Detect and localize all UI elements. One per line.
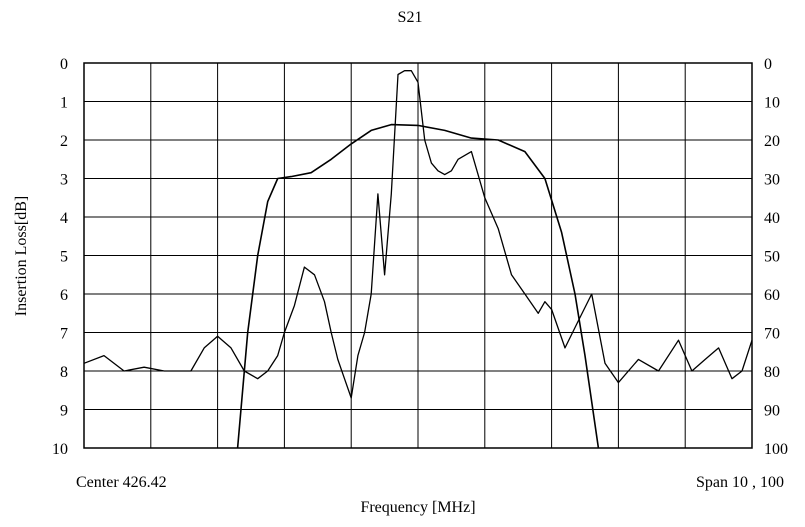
right-y-tick-label: 0 bbox=[764, 56, 772, 73]
series-line-left-axis bbox=[236, 123, 600, 449]
left-y-tick-label: 8 bbox=[60, 364, 68, 381]
right-y-tick-label: 10 bbox=[764, 95, 780, 112]
left-axis-ticks: 0 1 2 3 4 5 6 7 8 9 10 bbox=[52, 56, 68, 458]
x-axis-label: Frequency [MHz] bbox=[360, 499, 475, 516]
left-y-tick-label: 3 bbox=[60, 172, 68, 189]
right-y-tick-label: 80 bbox=[764, 364, 780, 381]
left-y-tick-label: 4 bbox=[60, 210, 68, 227]
right-y-tick-label: 20 bbox=[764, 133, 780, 150]
left-y-tick-label: 0 bbox=[60, 56, 68, 73]
right-y-tick-label: 30 bbox=[764, 172, 780, 189]
left-y-tick-label: 5 bbox=[60, 249, 68, 266]
right-y-tick-label: 60 bbox=[764, 287, 780, 304]
left-y-tick-label: 1 bbox=[60, 95, 68, 112]
y-axis-label: Insertion Loss[dB] bbox=[13, 196, 30, 316]
plot-frame bbox=[83, 62, 753, 449]
left-y-tick-label: 6 bbox=[60, 287, 68, 304]
right-y-tick-label: 40 bbox=[764, 210, 780, 227]
right-y-tick-label: 50 bbox=[764, 249, 780, 266]
left-y-tick-label: 2 bbox=[60, 133, 68, 150]
grid bbox=[84, 63, 752, 448]
x-annotation-span: Span 10 , 100 bbox=[696, 474, 784, 491]
right-y-tick-label: 100 bbox=[764, 441, 788, 458]
right-y-tick-label: 70 bbox=[764, 326, 780, 343]
chart-title: S21 bbox=[398, 9, 423, 26]
left-y-tick-label: 10 bbox=[52, 441, 68, 458]
left-y-tick-label: 7 bbox=[60, 326, 68, 343]
right-axis-ticks: 0 10 20 30 40 50 60 70 80 90 100 bbox=[764, 56, 788, 458]
x-annotation-center: Center 426.42 bbox=[76, 474, 167, 491]
series-lines bbox=[83, 70, 753, 449]
right-y-tick-label: 90 bbox=[764, 403, 780, 420]
left-y-tick-label: 9 bbox=[60, 403, 68, 420]
series-line-right-axis bbox=[83, 70, 753, 399]
